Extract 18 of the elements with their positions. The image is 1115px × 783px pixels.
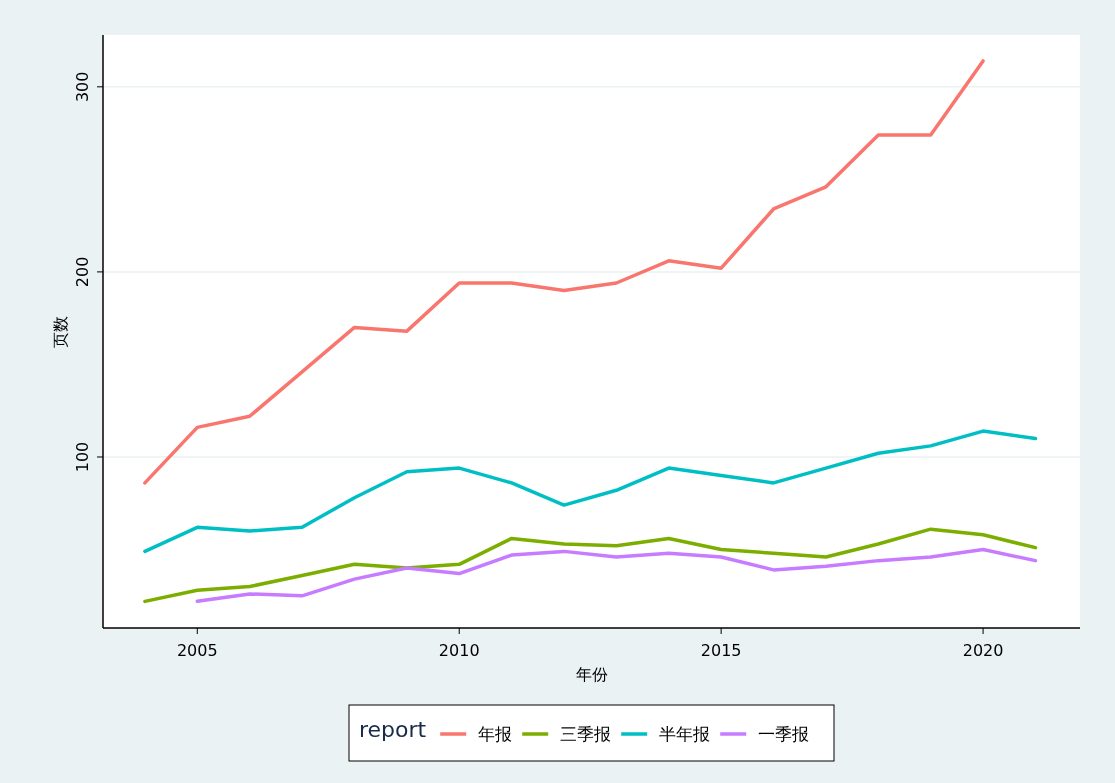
y-tick-label: 100	[73, 441, 92, 473]
x-tick-label: 2015	[700, 641, 742, 660]
line-series	[143, 527, 1038, 604]
x-axis-title: 年份	[575, 665, 608, 684]
y-axis-title: 页数	[51, 315, 70, 348]
legend-title: report	[359, 717, 427, 742]
x-tick-label: 2010	[438, 641, 480, 660]
x-tick-label: 2020	[962, 641, 1004, 660]
y-tick-label: 300	[73, 71, 92, 103]
legend-label: 半年报	[659, 724, 711, 744]
line-series	[143, 429, 1038, 554]
legend-label: 一季报	[758, 724, 810, 744]
line-series	[195, 547, 1038, 604]
line-series	[143, 59, 985, 485]
x-tick-label: 2005	[176, 641, 218, 660]
legend-label: 三季报	[560, 724, 612, 744]
legend-label: 年报	[478, 724, 513, 744]
y-tick-label: 200	[73, 256, 92, 288]
